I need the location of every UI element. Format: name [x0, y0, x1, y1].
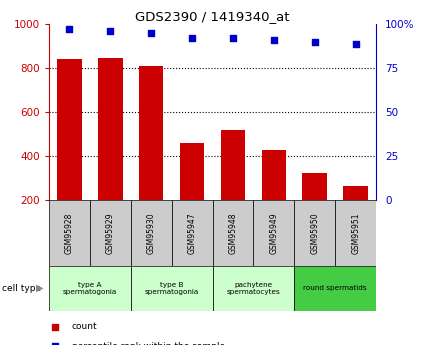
Text: cell type: cell type	[2, 284, 41, 293]
Text: ▶: ▶	[36, 283, 44, 293]
Text: type B
spermatogonia: type B spermatogonia	[144, 282, 199, 295]
Bar	[335, 200, 376, 266]
Point	[52, 324, 59, 329]
Bar	[221, 130, 245, 200]
Bar	[139, 66, 163, 200]
Bar	[343, 186, 368, 200]
Title: GDS2390 / 1419340_at: GDS2390 / 1419340_at	[135, 10, 290, 23]
Bar	[180, 143, 204, 200]
Point	[270, 37, 277, 43]
Text: GSM95949: GSM95949	[269, 212, 278, 254]
Text: GSM95930: GSM95930	[147, 212, 156, 254]
Text: GSM95948: GSM95948	[229, 212, 238, 254]
Bar	[212, 200, 253, 266]
Text: percentile rank within the sample: percentile rank within the sample	[72, 342, 225, 345]
Text: count: count	[72, 322, 97, 331]
Bar	[131, 200, 172, 266]
Bar	[303, 172, 327, 200]
Text: round spermatids: round spermatids	[303, 285, 367, 291]
Bar	[90, 200, 131, 266]
Bar	[49, 266, 131, 311]
Text: GSM95928: GSM95928	[65, 212, 74, 254]
Bar	[57, 59, 82, 200]
Text: GSM95950: GSM95950	[310, 212, 319, 254]
Point	[107, 28, 113, 34]
Bar	[172, 200, 212, 266]
Bar	[212, 266, 294, 311]
Point	[352, 41, 359, 46]
Text: GSM95947: GSM95947	[187, 212, 196, 254]
Bar	[49, 200, 90, 266]
Text: GSM95951: GSM95951	[351, 212, 360, 254]
Point	[148, 30, 155, 36]
Bar	[294, 200, 335, 266]
Point	[52, 344, 59, 345]
Text: type A
spermatogonia: type A spermatogonia	[62, 282, 117, 295]
Point	[189, 36, 196, 41]
Bar	[98, 58, 122, 200]
Text: GSM95929: GSM95929	[106, 212, 115, 254]
Point	[230, 36, 236, 41]
Bar	[294, 266, 376, 311]
Bar	[131, 266, 212, 311]
Point	[66, 27, 73, 32]
Bar	[261, 149, 286, 200]
Text: pachytene
spermatocytes: pachytene spermatocytes	[227, 282, 280, 295]
Bar	[253, 200, 294, 266]
Point	[312, 39, 318, 45]
